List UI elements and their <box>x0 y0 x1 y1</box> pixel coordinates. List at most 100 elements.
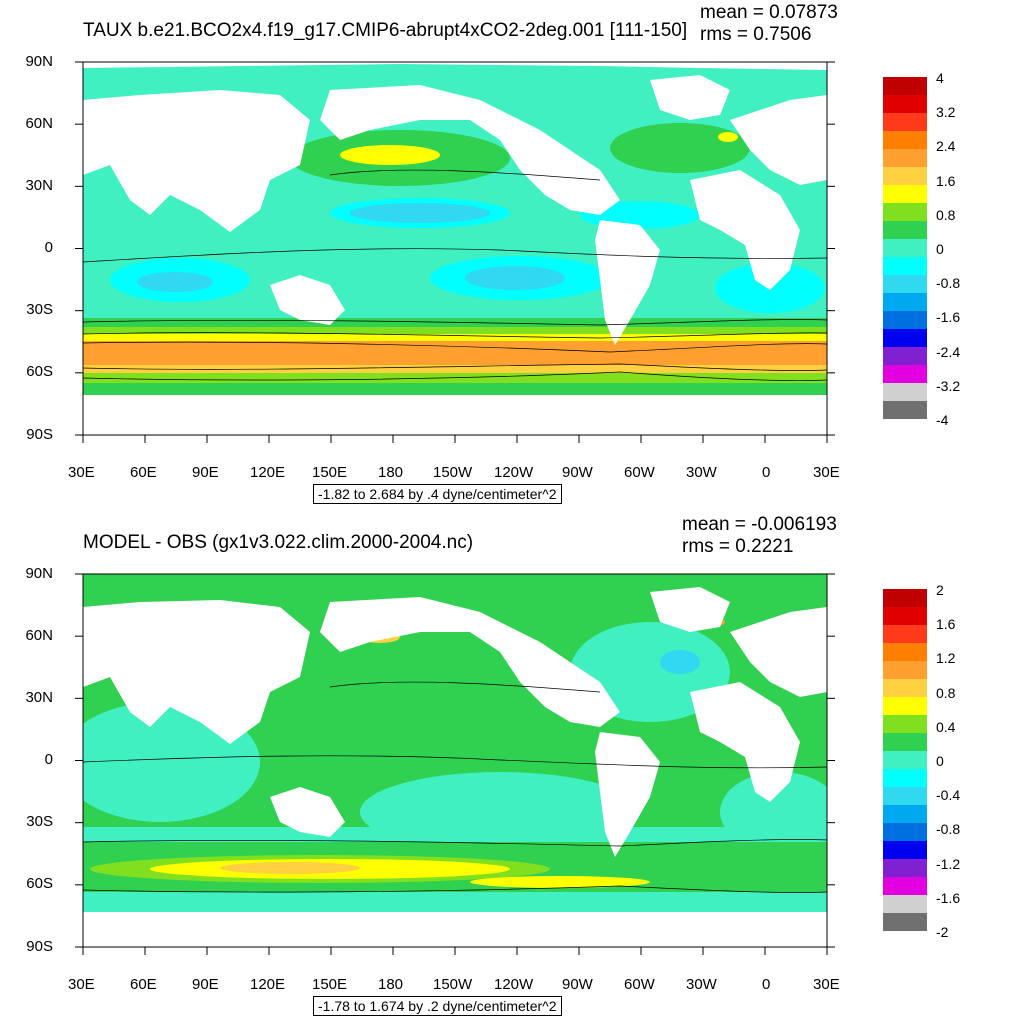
colorbar-swatch <box>883 257 927 275</box>
colorbar-swatch <box>883 329 927 347</box>
lon-label: 120E <box>250 976 286 993</box>
lon-label: 180 <box>378 976 404 993</box>
lon-label: 120W <box>494 464 534 481</box>
colorbar-label: 1.6 <box>936 616 956 633</box>
lon-label: 150W <box>433 464 473 481</box>
lon-label: 30E <box>813 976 840 993</box>
colorbar-label: 0 <box>936 241 944 257</box>
colorbar-swatch <box>883 805 927 823</box>
lat-label: 0 <box>44 751 53 768</box>
colorbar-swatch <box>883 733 927 751</box>
lat-label: 60S <box>26 875 53 892</box>
colorbar-swatch <box>883 365 927 383</box>
colorbar-swatch <box>883 787 927 805</box>
rms-stat: rms = 0.7506 <box>700 24 812 45</box>
lon-label: 60E <box>130 464 157 481</box>
lon-label: 150W <box>433 976 473 993</box>
colorbar <box>883 589 927 931</box>
colorbar <box>883 77 927 419</box>
colorbar-label: 2 <box>936 582 944 598</box>
lon-label: 60W <box>624 464 655 481</box>
colorbar-labels: 2 1.6 1.2 0.8 0.4 0 -0.4 -0.8 -1.2 -1.6 -2 <box>936 582 996 942</box>
lat-label: 90N <box>25 565 53 582</box>
colorbar-swatch <box>883 751 927 769</box>
colorbar-label: -3.2 <box>936 377 961 394</box>
map-field <box>83 62 827 435</box>
colorbar-label: 1.6 <box>936 172 956 189</box>
colorbar-swatch <box>883 823 927 841</box>
panel-title: MODEL - OBS (gx1v3.022.clim.2000-2004.nc… <box>83 532 474 553</box>
colorbar-label: -1.6 <box>936 889 961 906</box>
lat-label: 0 <box>44 239 53 256</box>
lon-label: 30W <box>686 976 717 993</box>
colorbar-swatch <box>883 625 927 643</box>
colorbar-swatch <box>883 715 927 733</box>
lon-label: 120W <box>494 976 534 993</box>
axis-ticks <box>75 61 835 443</box>
lat-label: 60S <box>26 363 53 380</box>
colorbar-label: -0.8 <box>936 821 961 838</box>
colorbar-label: -2 <box>936 924 949 940</box>
colorbar-swatch <box>883 311 927 329</box>
colorbar-label: -2.4 <box>936 343 961 360</box>
colorbar-label: -4 <box>936 412 949 428</box>
lon-label: 30W <box>686 464 717 481</box>
lon-label: 0 <box>762 976 771 993</box>
lat-label: 30S <box>26 301 53 318</box>
colorbar-swatch <box>883 697 927 715</box>
colorbar-label: 0.4 <box>936 718 956 735</box>
rms-stat: rms = 0.2221 <box>682 536 794 557</box>
colorbar-swatch <box>883 913 927 931</box>
lon-label: 180 <box>378 464 404 481</box>
colorbar-swatch <box>883 239 927 257</box>
colorbar-swatch <box>883 131 927 149</box>
contour-range-label: -1.82 to 2.684 by .4 dyne/centimeter^2 <box>313 484 562 504</box>
colorbar-swatch <box>883 877 927 895</box>
colorbar-label: 3.2 <box>936 104 956 121</box>
colorbar-swatch <box>883 167 927 185</box>
lat-label: 60N <box>25 115 53 132</box>
panel-model-minus-obs: MODEL - OBS (gx1v3.022.clim.2000-2004.nc… <box>0 512 1024 1024</box>
colorbar-label: 0.8 <box>936 206 956 223</box>
colorbar-swatch <box>883 221 927 239</box>
colorbar-label: 0 <box>936 753 944 769</box>
colorbar-swatch <box>883 185 927 203</box>
lat-label: 30S <box>26 813 53 830</box>
mean-stat: mean = 0.07873 <box>700 2 838 23</box>
colorbar-swatch <box>883 859 927 877</box>
lon-label: 30E <box>813 464 840 481</box>
lat-label: 90S <box>26 426 53 443</box>
colorbar-swatch <box>883 661 927 679</box>
colorbar-swatch <box>883 149 927 167</box>
colorbar-swatch <box>883 113 927 131</box>
lon-label: 90W <box>562 976 593 993</box>
colorbar-label: 0.8 <box>936 684 956 701</box>
panel-title: TAUX b.e21.BCO2x4.f19_g17.CMIP6-abrupt4x… <box>83 20 688 41</box>
colorbar-swatch <box>883 383 927 401</box>
lon-label: 90E <box>192 976 219 993</box>
lon-label: 90E <box>192 464 219 481</box>
lon-label: 150E <box>312 464 348 481</box>
colorbar-swatch <box>883 275 927 293</box>
colorbar-swatch <box>883 769 927 787</box>
contour-range-label: -1.78 to 1.674 by .2 dyne/centimeter^2 <box>313 996 562 1016</box>
lon-label: 60E <box>130 976 157 993</box>
land-mask <box>83 62 827 435</box>
lon-label: 30E <box>68 976 95 993</box>
lat-label: 90N <box>25 53 53 70</box>
colorbar-swatch <box>883 203 927 221</box>
colorbar-label: -0.8 <box>936 275 961 292</box>
colorbar-label: 2.4 <box>936 138 956 155</box>
colorbar-labels: 4 3.2 2.4 1.6 0.8 0 -0.8 -1.6 -2.4 -3.2 -4 <box>936 70 996 430</box>
colorbar-label: 1.2 <box>936 650 956 667</box>
colorbar-swatch <box>883 643 927 661</box>
colorbar-swatch <box>883 95 927 113</box>
map-svg <box>75 61 835 443</box>
mean-stat: mean = -0.006193 <box>682 514 837 535</box>
lat-label: 30N <box>25 177 53 194</box>
colorbar-swatch <box>883 607 927 625</box>
lon-label: 120E <box>250 464 286 481</box>
lon-label: 30E <box>68 464 95 481</box>
colorbar-swatch <box>883 841 927 859</box>
panel-taux: TAUX b.e21.BCO2x4.f19_g17.CMIP6-abrupt4x… <box>25 2 996 504</box>
